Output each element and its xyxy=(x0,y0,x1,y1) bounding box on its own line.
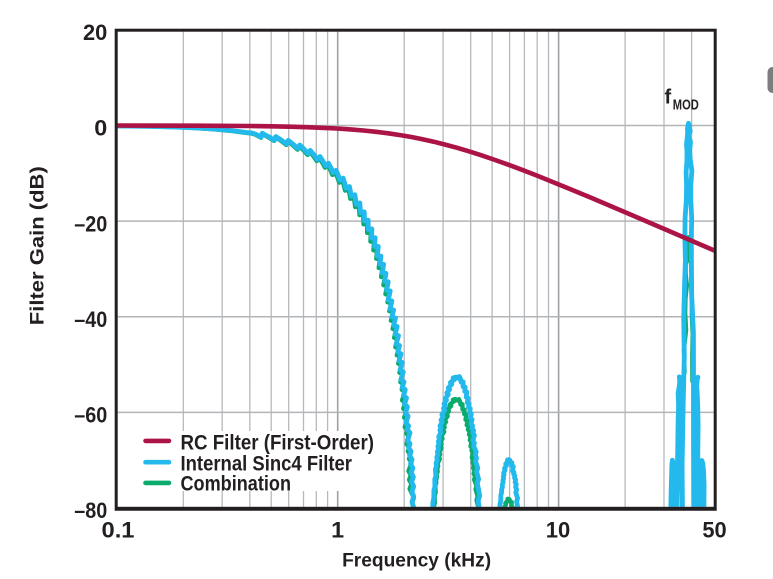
svg-text:0: 0 xyxy=(94,116,107,141)
svg-text:MOD: MOD xyxy=(673,97,699,114)
svg-text:Filter Gain (dB): Filter Gain (dB) xyxy=(28,166,49,325)
svg-text:Internal Sinc4 Filter: Internal Sinc4 Filter xyxy=(181,453,353,476)
svg-text:–80: –80 xyxy=(74,498,107,523)
svg-text:–40: –40 xyxy=(74,307,107,332)
svg-text:Frequency (kHz): Frequency (kHz) xyxy=(342,551,491,572)
svg-text:f: f xyxy=(665,87,672,109)
svg-text:20: 20 xyxy=(83,20,107,45)
svg-text:50: 50 xyxy=(702,517,726,542)
svg-text:RC Filter (First-Order): RC Filter (First-Order) xyxy=(181,431,375,454)
svg-text:0.1: 0.1 xyxy=(102,517,135,542)
svg-text:1: 1 xyxy=(331,517,344,542)
svg-text:Combination: Combination xyxy=(181,472,292,495)
svg-text:–20: –20 xyxy=(74,211,107,236)
svg-text:10: 10 xyxy=(546,517,571,542)
svg-text:–60: –60 xyxy=(74,403,107,428)
